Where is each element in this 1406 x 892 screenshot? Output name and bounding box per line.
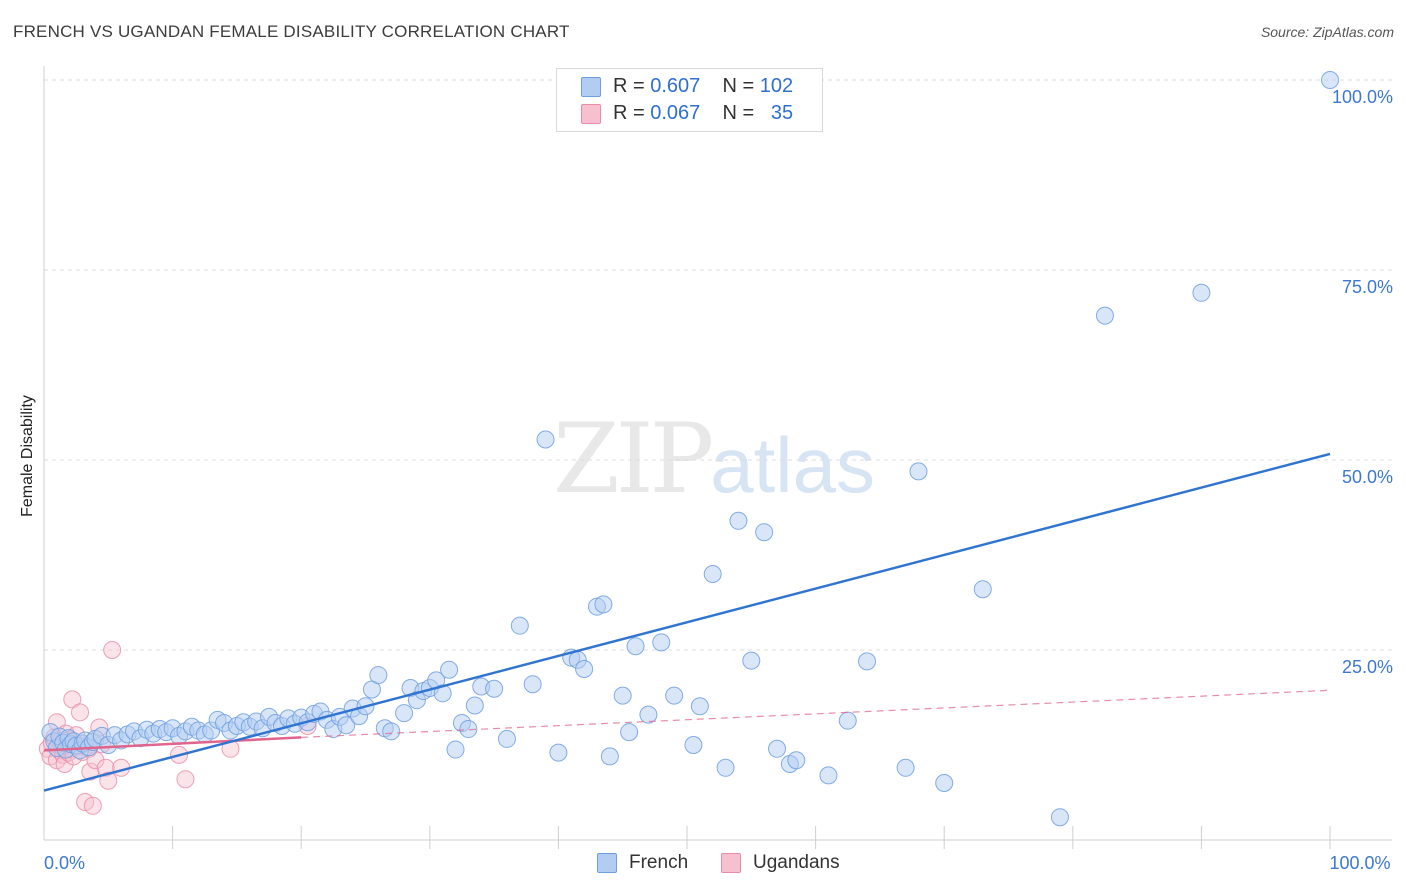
french-point [684, 736, 703, 754]
french-point [652, 633, 671, 652]
y-tick-label: 100.0% [1332, 87, 1393, 107]
legend-swatch-ugandans [581, 104, 601, 124]
french-point [1050, 808, 1069, 827]
legend-n-value-french: 102 [759, 75, 794, 97]
french-point [497, 729, 516, 748]
french-point [600, 747, 619, 766]
french-point [549, 743, 568, 762]
ugandans-point [103, 641, 122, 659]
legend-bottom-swatch-ugandans [721, 853, 741, 873]
french-point [626, 637, 645, 656]
ugandans-point [83, 796, 102, 815]
legend-label-ugandans: Ugandans [753, 852, 840, 873]
gridlines [44, 79, 1392, 651]
french-point [819, 766, 838, 785]
french-point [369, 666, 388, 685]
trend-lines [43, 452, 1331, 792]
french-point [909, 462, 928, 481]
source-label: Source: ZipAtlas.com [1260, 24, 1394, 40]
legend-swatch-french [581, 77, 601, 97]
french-point [440, 660, 459, 679]
french-point [536, 430, 555, 449]
french-point [446, 740, 465, 759]
french-point [896, 758, 915, 777]
correlation-legend: R = 0.607 N = 102 R = 0.067 N = 35 [556, 68, 823, 132]
french-point [382, 722, 401, 741]
french-point [510, 616, 529, 635]
french-point [935, 774, 954, 792]
legend-bottom-swatch-french [597, 853, 617, 873]
legend-n-value-ugandans: 35 [770, 102, 794, 124]
french-point [703, 565, 722, 583]
ugandans-point [81, 762, 100, 781]
legend-r-value-ugandans: 0.067 [650, 102, 701, 124]
legend-r-label: R = [613, 102, 645, 124]
french-point [337, 716, 356, 735]
ugandans-point [99, 771, 118, 790]
french-trend-line [43, 452, 1331, 792]
chart-title: FRENCH VS UGANDAN FEMALE DISABILITY CORR… [13, 22, 570, 41]
french-point [716, 758, 735, 777]
legend-r-label: R = [613, 75, 645, 97]
french-point [755, 523, 774, 542]
watermark-atlas: atlas [710, 421, 875, 509]
french-point [433, 684, 452, 703]
french-point [620, 723, 639, 742]
y-tick-label: 75.0% [1342, 277, 1393, 297]
french-point [973, 580, 992, 599]
y-tick-label: 25.0% [1342, 657, 1393, 677]
french-point [1095, 306, 1114, 325]
french-point [575, 660, 594, 678]
french-point [485, 679, 504, 698]
legend-n-label: N = [722, 75, 755, 97]
ugandans-trend-dashed [301, 689, 1331, 738]
ugandans-trend-line [43, 736, 302, 752]
french-point [594, 595, 613, 614]
french-point [639, 705, 658, 724]
french-point [523, 675, 542, 694]
legend-n-label: N = [722, 102, 755, 124]
french-point [787, 751, 806, 770]
french-point [838, 711, 857, 730]
french-point [729, 511, 748, 530]
french-point [1321, 71, 1339, 89]
french-point [613, 686, 632, 705]
axes [43, 66, 1392, 849]
watermark: ZIPatlas [553, 403, 875, 515]
french-point [1192, 283, 1211, 302]
y-tick-label: 50.0% [1342, 467, 1393, 487]
legend-r-value-french: 0.607 [650, 75, 701, 97]
french-point [768, 739, 787, 758]
french-point [665, 686, 684, 705]
french-point [742, 651, 761, 670]
french-point [858, 652, 877, 671]
ugandans-point [71, 703, 90, 722]
tick-labels: 25.0% 50.0% 75.0% 100.0% 0.0% 100.0% [44, 87, 1393, 873]
x-tick-label: 100.0% [1329, 853, 1390, 873]
french-point [465, 696, 484, 715]
french-point [459, 720, 478, 739]
french-point [395, 704, 414, 723]
watermark-zip: ZIP [553, 403, 714, 515]
x-tick-label: 0.0% [44, 853, 85, 873]
french-point [690, 697, 709, 716]
legend-label-french: French [629, 852, 689, 873]
french-points [41, 71, 1339, 827]
ugandans-point [176, 770, 195, 789]
